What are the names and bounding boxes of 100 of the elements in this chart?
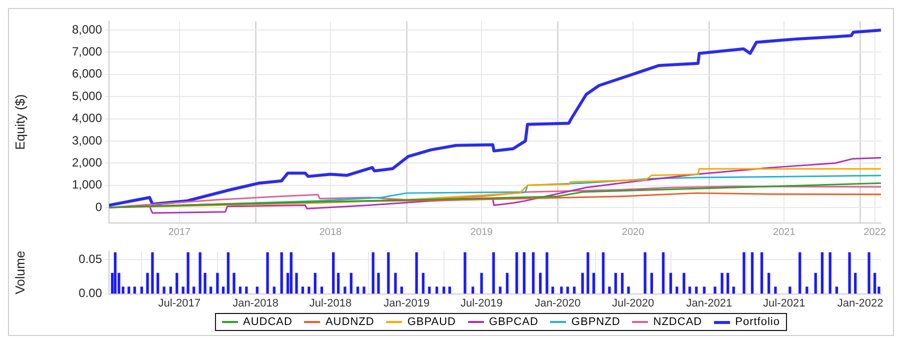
bar xyxy=(146,272,149,294)
legend-label: Portfolio xyxy=(735,316,780,328)
bar xyxy=(644,252,646,294)
bar xyxy=(422,272,425,294)
bar xyxy=(602,252,605,294)
legend-label: NZDCAD xyxy=(653,316,702,328)
bar xyxy=(280,252,283,294)
bar xyxy=(848,252,851,294)
bar xyxy=(377,272,380,294)
bar xyxy=(551,286,554,294)
bar xyxy=(186,252,190,294)
bar xyxy=(814,272,817,294)
y-tick-label: 7,000 xyxy=(72,44,102,59)
y-tick-label: 0.05 xyxy=(78,252,102,266)
x-tick-label: Jul-2018 xyxy=(309,297,352,310)
bar xyxy=(226,252,230,294)
y-tick-label: 3,000 xyxy=(72,133,102,148)
bar xyxy=(566,286,569,294)
bar xyxy=(415,252,418,294)
legend-label: AUDNZD xyxy=(325,316,374,328)
x-tick-label: Jan-2020 xyxy=(534,297,581,310)
bar xyxy=(362,286,366,294)
bar xyxy=(114,252,117,294)
legend-label: GBPAUD xyxy=(407,316,456,328)
bar xyxy=(151,252,154,294)
bar xyxy=(873,272,876,294)
bar xyxy=(760,252,764,294)
bar xyxy=(442,286,446,294)
y-tick-label: 5,000 xyxy=(72,88,102,103)
bar xyxy=(356,286,360,294)
bar xyxy=(182,286,184,294)
x-tick-label: Jul-2020 xyxy=(612,297,654,310)
bar xyxy=(767,272,770,294)
legend-label: GBPNZD xyxy=(571,316,620,328)
bar xyxy=(798,252,802,294)
bar xyxy=(515,252,518,294)
bar xyxy=(169,286,172,294)
bar xyxy=(695,286,698,294)
bar xyxy=(614,272,617,294)
bar xyxy=(387,252,390,294)
bar xyxy=(320,286,324,294)
bar xyxy=(272,286,276,294)
bar xyxy=(301,286,304,294)
x-tick-label: Jul-2017 xyxy=(158,297,200,310)
bar xyxy=(828,252,832,294)
y-tick-label: 1,000 xyxy=(72,178,102,192)
bar xyxy=(538,272,542,294)
x-tick-label: 2020 xyxy=(622,226,645,238)
bar xyxy=(210,286,212,294)
bar xyxy=(868,252,870,294)
bar xyxy=(238,286,242,294)
bar xyxy=(726,272,730,294)
bar xyxy=(676,286,678,294)
bar xyxy=(560,286,563,294)
bar xyxy=(522,252,526,294)
bar xyxy=(835,286,838,294)
bar xyxy=(332,252,335,294)
bar xyxy=(572,286,576,294)
bar xyxy=(688,286,692,294)
bar xyxy=(245,286,248,294)
bar xyxy=(581,272,584,294)
bar xyxy=(854,272,857,294)
bar xyxy=(204,272,206,294)
bar xyxy=(344,286,346,294)
bar xyxy=(428,286,431,294)
bar xyxy=(295,272,298,294)
x-tick-label: 2019 xyxy=(470,226,494,238)
bar xyxy=(532,252,535,294)
bar xyxy=(464,252,466,294)
bar xyxy=(702,286,706,294)
bar xyxy=(222,286,225,294)
bar xyxy=(620,272,624,294)
bar xyxy=(336,272,340,294)
y-tick-label: 0 xyxy=(95,200,102,214)
bar xyxy=(472,286,474,294)
bar xyxy=(669,272,672,294)
y-tick-label: 2,000 xyxy=(72,155,102,170)
bar xyxy=(788,286,792,294)
bar xyxy=(290,252,292,294)
y-tick-label: 4,000 xyxy=(72,111,102,126)
bar xyxy=(133,286,136,294)
x-tick-label: 2022 xyxy=(864,226,886,238)
x-tick-label: Jul-2019 xyxy=(460,297,503,310)
bar xyxy=(806,286,808,294)
bar xyxy=(308,286,310,294)
bar xyxy=(682,272,686,294)
bar xyxy=(436,286,438,294)
bar xyxy=(714,286,716,294)
bar xyxy=(662,252,665,294)
bar xyxy=(750,252,754,294)
x-tick-label: Jan-2019 xyxy=(384,297,430,310)
bar xyxy=(198,252,202,294)
bar xyxy=(492,252,495,294)
y-axis-title: Volume xyxy=(12,250,28,294)
bar xyxy=(156,272,160,294)
x-tick-label: 2018 xyxy=(319,226,342,238)
bar xyxy=(216,272,219,294)
bar xyxy=(266,252,269,294)
bar xyxy=(314,272,316,294)
y-tick-label: 6,000 xyxy=(72,66,102,81)
